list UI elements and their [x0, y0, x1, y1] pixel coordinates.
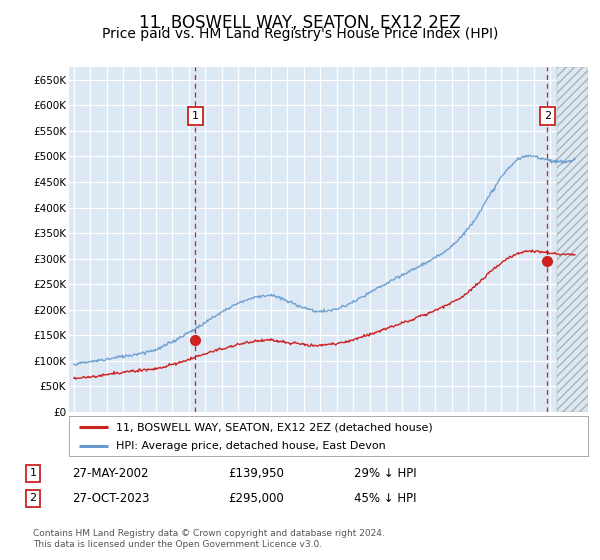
Text: 2: 2: [29, 493, 37, 503]
Text: Contains HM Land Registry data © Crown copyright and database right 2024.
This d: Contains HM Land Registry data © Crown c…: [33, 529, 385, 549]
Text: 27-OCT-2023: 27-OCT-2023: [72, 492, 149, 505]
Text: HPI: Average price, detached house, East Devon: HPI: Average price, detached house, East…: [116, 441, 385, 451]
Text: 27-MAY-2002: 27-MAY-2002: [72, 466, 149, 480]
Text: 11, BOSWELL WAY, SEATON, EX12 2EZ (detached house): 11, BOSWELL WAY, SEATON, EX12 2EZ (detac…: [116, 422, 433, 432]
Text: 11, BOSWELL WAY, SEATON, EX12 2EZ: 11, BOSWELL WAY, SEATON, EX12 2EZ: [139, 14, 461, 32]
Text: £295,000: £295,000: [228, 492, 284, 505]
Text: 29% ↓ HPI: 29% ↓ HPI: [354, 466, 416, 480]
Text: Price paid vs. HM Land Registry's House Price Index (HPI): Price paid vs. HM Land Registry's House …: [102, 27, 498, 41]
Text: 1: 1: [192, 111, 199, 120]
Text: £139,950: £139,950: [228, 466, 284, 480]
Text: 2: 2: [544, 111, 551, 120]
Text: 45% ↓ HPI: 45% ↓ HPI: [354, 492, 416, 505]
Text: 1: 1: [29, 468, 37, 478]
